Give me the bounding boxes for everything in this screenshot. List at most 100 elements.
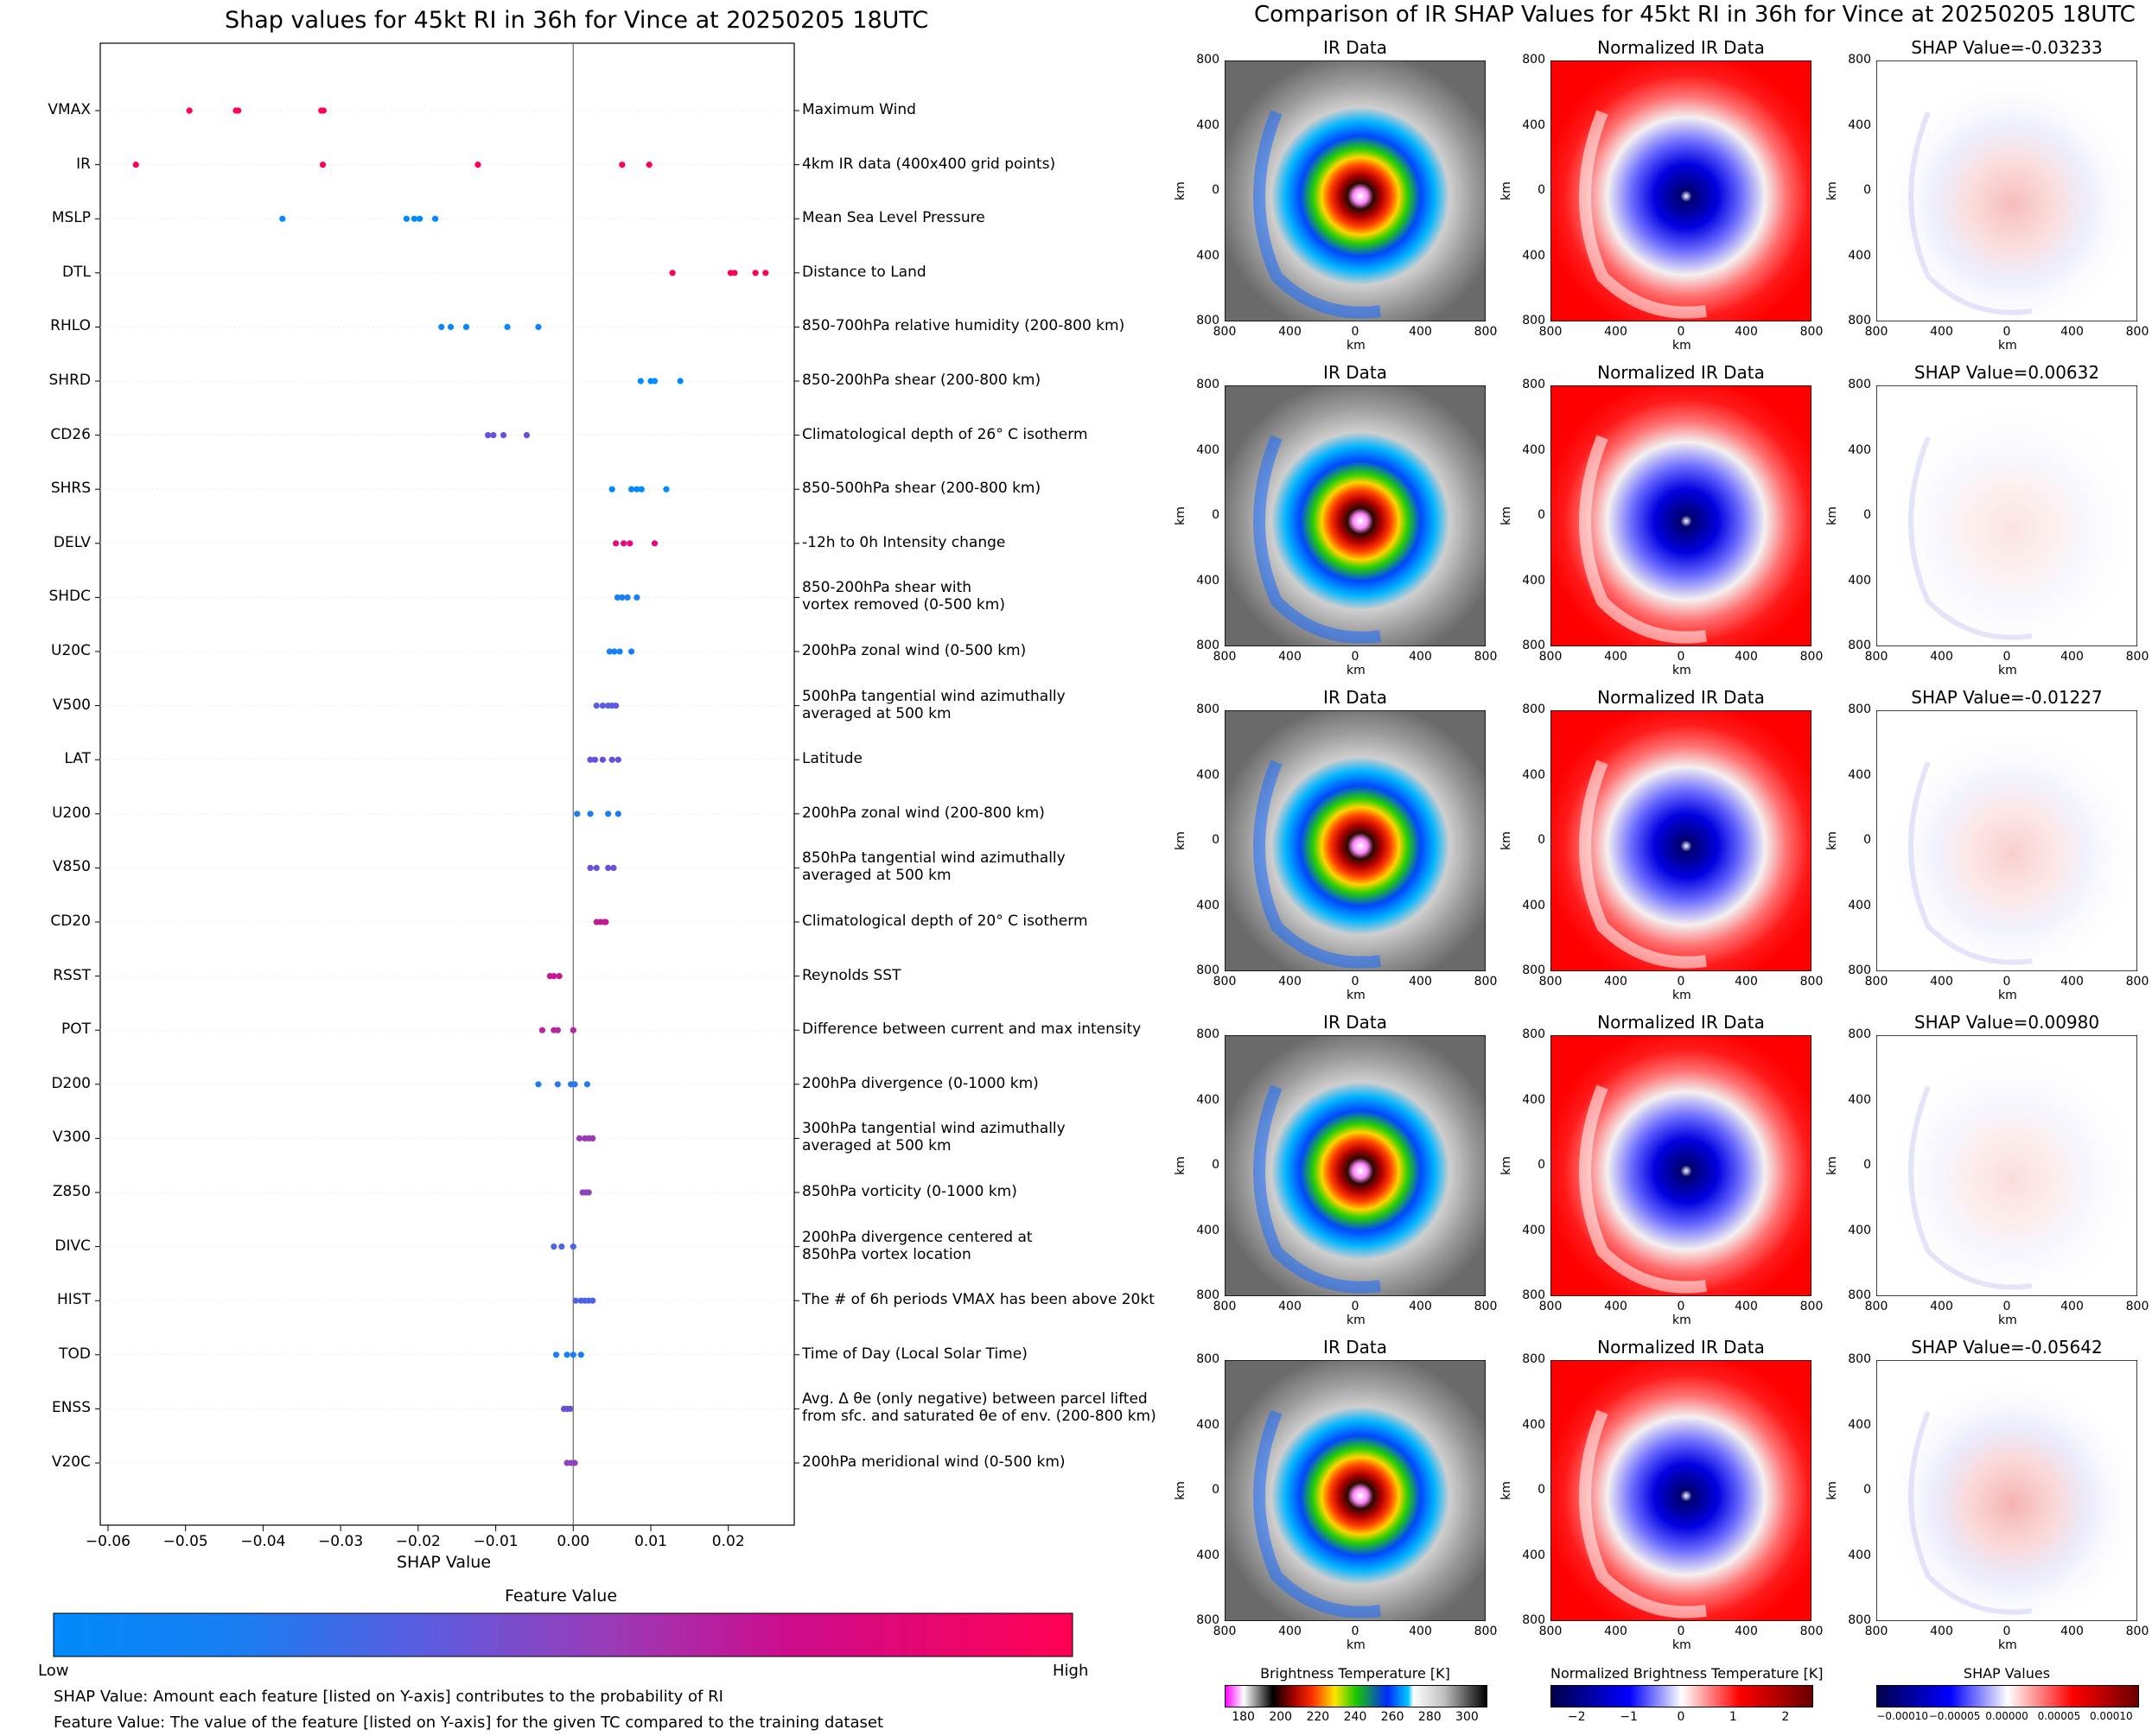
x-tick-label: 400	[1604, 975, 1627, 989]
shap-panel-title: SHAP Value=-0.01227	[1911, 687, 2103, 708]
y-tick-label: 400	[1522, 767, 1545, 782]
colorbar-tick-label: 0.00000	[1985, 1710, 2028, 1722]
x-axis-unit: km	[1672, 1638, 1691, 1652]
y-tick-label: 400	[1196, 1548, 1219, 1562]
y-axis-unit: km	[1824, 1481, 1839, 1500]
shap-image	[1876, 1035, 2137, 1296]
shap-point	[535, 323, 542, 330]
x-tick-label: 800	[1474, 1625, 1498, 1638]
colorbar-tick-label: 2	[1781, 1710, 1790, 1724]
shap-point	[611, 648, 618, 655]
x-tick-label: −0.03	[318, 1533, 364, 1550]
x-tick-label: 400	[2060, 325, 2084, 339]
y-tick-label: 400	[1196, 898, 1219, 913]
ir-panel-title: IR Data	[1323, 687, 1387, 708]
shap-image	[1876, 60, 2137, 321]
y-tick-label: 400	[1848, 898, 1871, 913]
feature-description: 850-200hPa shear with vortex removed (0-…	[802, 579, 1005, 614]
feature-description: Climatological depth of 20° C isotherm	[802, 913, 1088, 930]
y-tick-label: 400	[1196, 1092, 1219, 1107]
y-tick-label: 800	[1196, 314, 1219, 327]
x-tick-label: 0	[1351, 650, 1359, 664]
shap-point	[627, 486, 635, 493]
feature-row-v850	[95, 864, 799, 872]
x-axis-unit: km	[1347, 1638, 1366, 1652]
x-tick-label: 400	[1409, 650, 1432, 664]
x-tick-label: 0	[1677, 325, 1685, 339]
feature-name: V850	[52, 858, 91, 876]
x-tick-label: 800	[1538, 1300, 1563, 1313]
ir-image	[1225, 385, 1486, 646]
feature-name: LAT	[64, 750, 91, 768]
y-tick-label: 400	[1196, 1417, 1219, 1432]
feature-description: 4km IR data (400x400 grid points)	[802, 155, 1056, 173]
x-tick-label: 400	[1409, 1300, 1432, 1313]
x-tick-label: 400	[1930, 650, 1953, 664]
x-tick-label: 400	[1409, 325, 1432, 339]
y-axis-unit: km	[1173, 831, 1187, 850]
shap-point	[669, 270, 676, 277]
feature-description: 850hPa tangential wind azimuthally avera…	[802, 849, 1066, 885]
feature-row-tod	[95, 1351, 799, 1358]
x-tick-label: 800	[1213, 1625, 1237, 1638]
x-axis-unit: km	[1347, 989, 1366, 1002]
feature-row-shrs	[95, 486, 799, 493]
colorbar-label: Normalized Brightness Temperature [K]	[1550, 1665, 1824, 1682]
feature-row-hist	[95, 1297, 799, 1304]
shap-point	[608, 486, 615, 493]
feature-name: VMAX	[48, 101, 91, 118]
shap-point	[523, 432, 531, 439]
y-tick-label: 800	[1522, 1027, 1545, 1041]
shap-point	[608, 756, 615, 763]
y-tick-label: 0	[1538, 833, 1545, 847]
x-tick-label: 800	[2125, 650, 2149, 664]
shap-point	[634, 594, 640, 601]
feature-row-dtl	[95, 270, 799, 277]
ir-comparison-grid: IR Data 800 400 0 400 800 800 400 0 400 800 km km No…	[1158, 0, 2152, 1736]
x-tick-label: 400	[1930, 325, 1953, 339]
feature-row-ir	[95, 162, 799, 169]
x-tick-label: 400	[2060, 650, 2084, 664]
ir-image	[1225, 1035, 1486, 1296]
x-tick-label: −0.06	[85, 1533, 131, 1550]
x-axis-unit: km	[1998, 1313, 2017, 1327]
feature-description: 200hPa divergence (0-1000 km)	[802, 1074, 1039, 1092]
y-axis-unit: km	[1824, 181, 1839, 200]
ir-panel	[1225, 1360, 1486, 1621]
feature-name: V20C	[51, 1453, 91, 1471]
shap-point	[474, 162, 481, 169]
ir-panel	[1225, 710, 1486, 971]
colorbar-tick-label: 0.00005	[2037, 1710, 2081, 1722]
x-tick-label: 400	[1735, 975, 1758, 989]
feature-name: V500	[52, 696, 91, 714]
x-tick-label: 400	[1409, 975, 1432, 989]
feature-row-v20c	[95, 1459, 799, 1466]
y-tick-label: 800	[1196, 1288, 1219, 1302]
shap-point	[637, 378, 644, 385]
x-tick-label: 800	[1538, 1625, 1563, 1638]
y-tick-label: 0	[1212, 508, 1219, 522]
shap-point	[583, 1081, 591, 1088]
shap-panel	[1876, 385, 2137, 646]
x-tick-label: 400	[1278, 650, 1302, 664]
shap-point	[677, 378, 684, 385]
shap-summary-plot	[53, 42, 1073, 1657]
x-tick-label: 400	[1604, 1625, 1627, 1638]
feature-name: RHLO	[50, 317, 91, 335]
shap-point	[320, 107, 327, 114]
y-tick-label: 400	[1522, 442, 1545, 457]
feature-description: Maximum Wind	[802, 101, 916, 118]
x-tick-label: 400	[1930, 1625, 1953, 1638]
x-axis-unit: km	[1672, 1313, 1691, 1327]
ir-image	[1225, 1360, 1486, 1621]
colorbar-high-label: High	[1053, 1662, 1089, 1680]
x-axis-label: SHAP Value	[397, 1553, 492, 1572]
shap-point	[571, 1459, 578, 1466]
feature-description: Difference between current and max inten…	[802, 1021, 1142, 1039]
x-tick-label: 400	[2060, 975, 2084, 989]
shap-point	[627, 540, 634, 547]
x-axis-unit: km	[1998, 989, 2017, 1002]
x-tick-label: 400	[1278, 1625, 1302, 1638]
colorbar-tick-label: 260	[1380, 1710, 1404, 1724]
norm-panel	[1550, 1035, 1811, 1296]
